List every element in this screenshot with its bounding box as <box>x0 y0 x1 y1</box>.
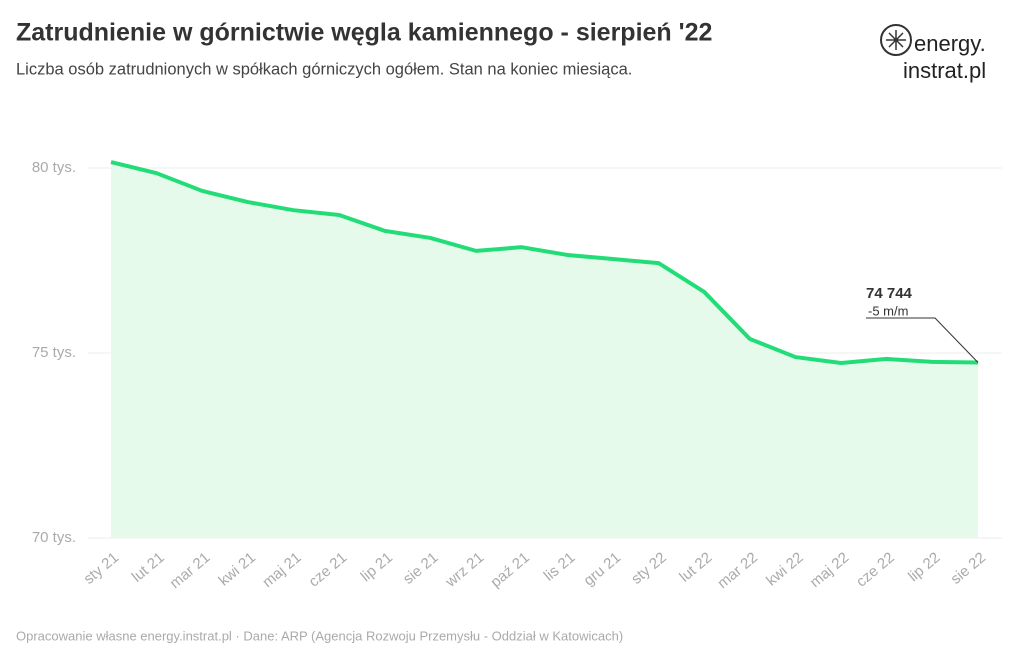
x-tick-label: cze 21 <box>305 549 350 590</box>
chart-title: Zatrudnienie w górnictwie węgla kamienne… <box>16 19 712 47</box>
y-tick-label: 70 tys. <box>32 529 76 546</box>
logo: energy. instrat.pl <box>880 24 986 83</box>
annotation-leader <box>866 317 979 363</box>
x-tick-label: sty 21 <box>81 549 123 588</box>
x-tick-label: cze 22 <box>853 549 898 590</box>
x-tick-label: lip 22 <box>905 549 943 585</box>
x-tick-label: lut 22 <box>676 549 715 586</box>
x-tick-label: mar 21 <box>167 549 214 592</box>
logo-text: energy. <box>914 31 986 56</box>
chart-subtitle: Liczba osób zatrudnionych w spółkach gór… <box>16 60 632 78</box>
x-tick-label: kwi 21 <box>216 549 260 589</box>
x-tick-label: sie 22 <box>948 549 990 588</box>
x-tick-label: mar 22 <box>714 549 761 592</box>
x-tick-label: paź 21 <box>487 549 532 591</box>
x-tick-label: maj 22 <box>807 549 852 591</box>
logo-icon <box>886 30 906 50</box>
x-tick-label: lip 21 <box>358 549 396 585</box>
annotation-value: 74 744 <box>866 285 913 302</box>
x-tick-label: lis 21 <box>541 549 579 585</box>
y-tick-label: 75 tys. <box>32 344 76 361</box>
x-tick-label: lut 21 <box>129 549 168 586</box>
line <box>110 160 979 365</box>
x-tick-label: gru 21 <box>581 549 625 589</box>
annotation-note: -5 m/m <box>868 303 908 318</box>
logo-icon <box>880 24 912 56</box>
source: Opracowanie własne energy.instrat.pl · D… <box>16 628 623 643</box>
y-tick-label: 80 tys. <box>32 159 76 176</box>
area <box>111 162 978 538</box>
x-tick-label: sie 21 <box>400 549 442 588</box>
x-tick-label: wrz 21 <box>442 549 488 591</box>
x-tick-label: kwi 22 <box>763 549 807 589</box>
x-tick-label: maj 21 <box>259 549 304 591</box>
logo-text: instrat.pl <box>903 58 986 83</box>
x-tick-label: sty 22 <box>628 549 670 588</box>
